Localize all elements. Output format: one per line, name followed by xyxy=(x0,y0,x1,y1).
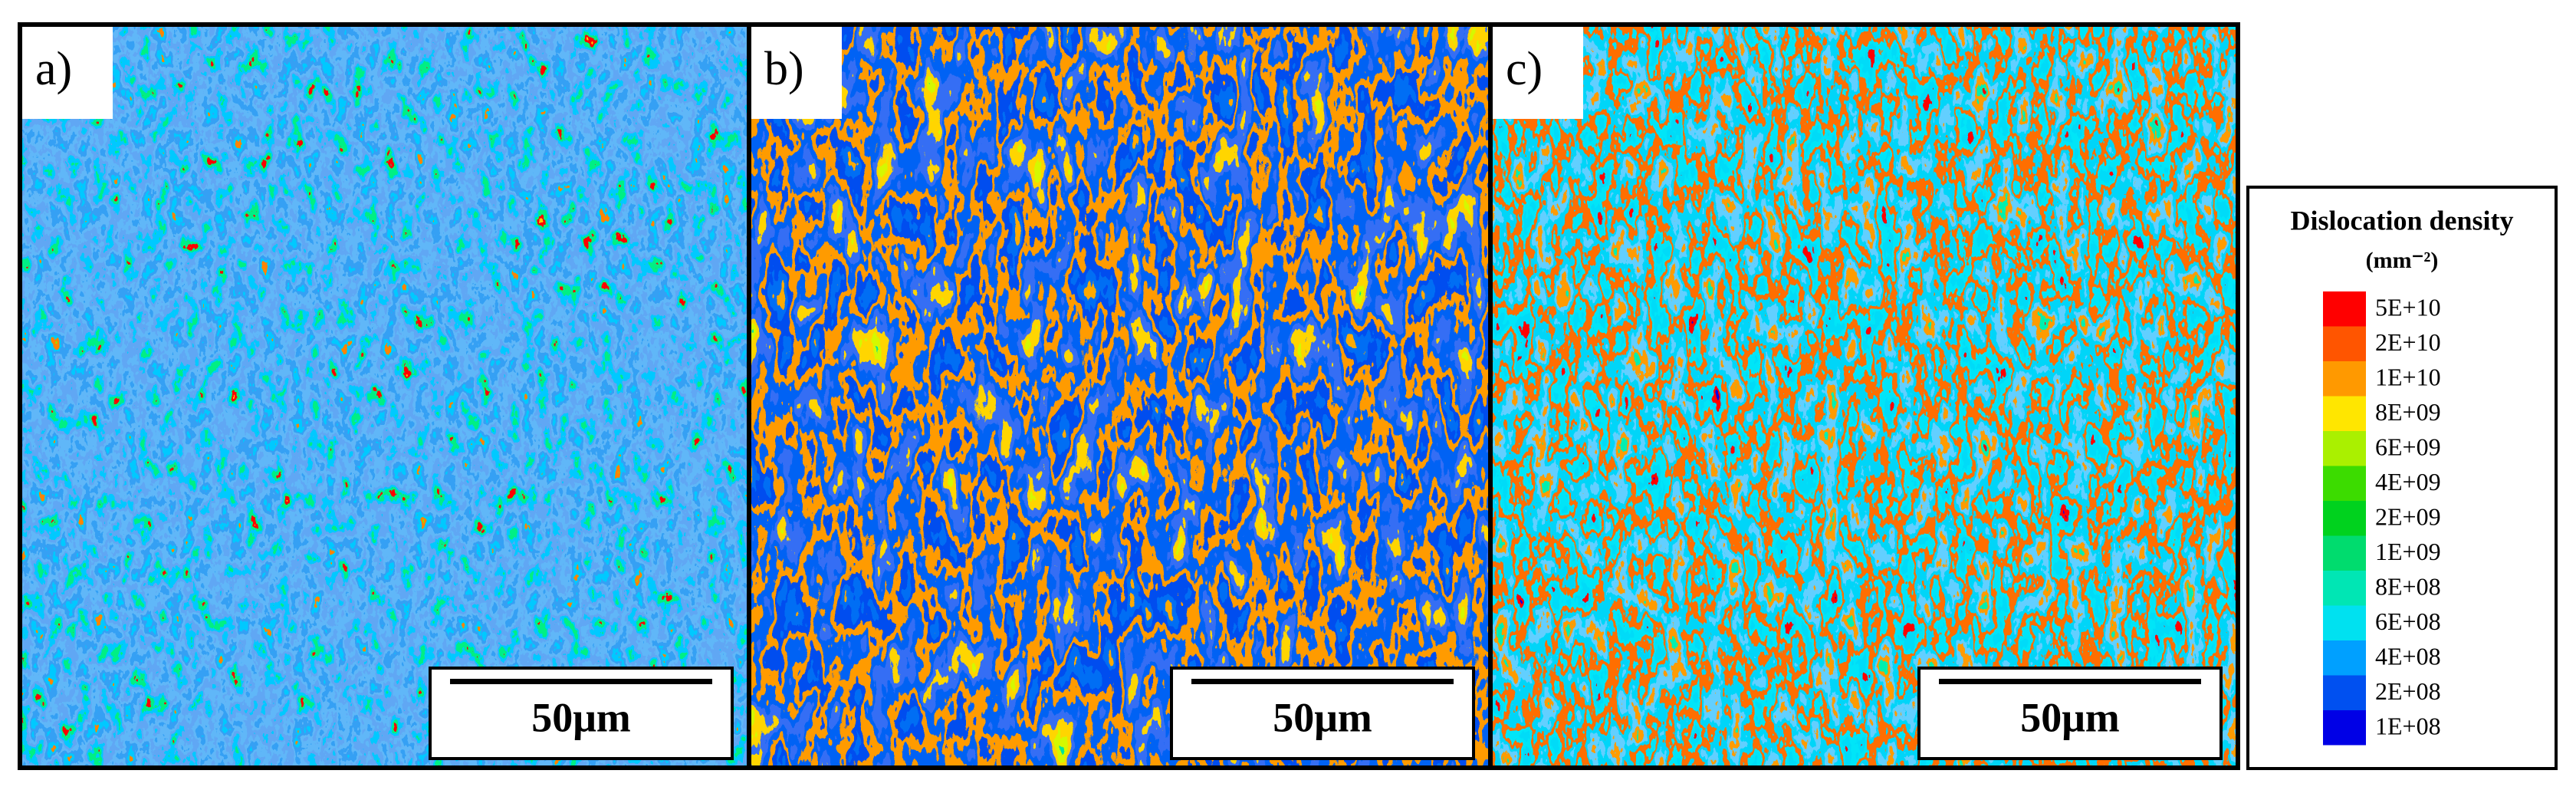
legend-swatch xyxy=(2323,291,2366,327)
legend-swatch xyxy=(2323,466,2366,501)
legend-label: 2E+08 xyxy=(2375,677,2441,705)
legend-label: 8E+08 xyxy=(2375,572,2441,600)
legend-swatch xyxy=(2323,640,2366,676)
panel-label: c) xyxy=(1506,43,1543,95)
scale-bar-label: 50μm xyxy=(2020,694,2120,740)
panel-label: b) xyxy=(764,43,804,95)
legend-swatch xyxy=(2323,675,2366,710)
legend-box xyxy=(2246,186,2558,770)
legend-title: Dislocation density xyxy=(2290,205,2513,235)
legend-label: 6E+08 xyxy=(2375,607,2441,635)
legend-swatch xyxy=(2323,605,2366,640)
legend-label: 4E+09 xyxy=(2375,468,2441,495)
label-box xyxy=(1493,27,1583,119)
legend-swatch xyxy=(2323,326,2366,361)
legend-swatch xyxy=(2323,396,2366,431)
label-box xyxy=(751,27,842,119)
scale-bar-label: 50μm xyxy=(1273,694,1372,740)
legend-swatch xyxy=(2323,571,2366,606)
panel-border xyxy=(1488,22,2240,770)
scale-bar xyxy=(1191,679,1454,684)
legend-label: 1E+09 xyxy=(2375,538,2441,565)
legend-label: 2E+09 xyxy=(2375,502,2441,530)
legend-swatch xyxy=(2323,710,2366,746)
legend-label: 8E+09 xyxy=(2375,398,2441,426)
scale-bar-label: 50μm xyxy=(531,694,631,740)
label-box xyxy=(22,27,113,119)
legend-unit: (mm⁻²) xyxy=(2366,248,2439,273)
legend-swatch xyxy=(2323,535,2366,571)
legend-swatch xyxy=(2323,501,2366,536)
panel-label: a) xyxy=(35,43,72,95)
legend-swatch xyxy=(2323,431,2366,466)
legend-swatch xyxy=(2323,361,2366,397)
legend-label: 6E+09 xyxy=(2375,433,2441,460)
legend-label: 1E+10 xyxy=(2375,363,2441,390)
micrograph xyxy=(1490,25,2238,768)
micrograph xyxy=(20,25,749,768)
legend-label: 2E+10 xyxy=(2375,328,2441,356)
scale-bar xyxy=(450,679,712,684)
legend-label: 1E+08 xyxy=(2375,712,2441,739)
scale-bar xyxy=(1939,679,2201,684)
micrograph xyxy=(749,25,1490,768)
legend-label: 5E+10 xyxy=(2375,293,2441,321)
legend-label: 4E+08 xyxy=(2375,642,2441,670)
